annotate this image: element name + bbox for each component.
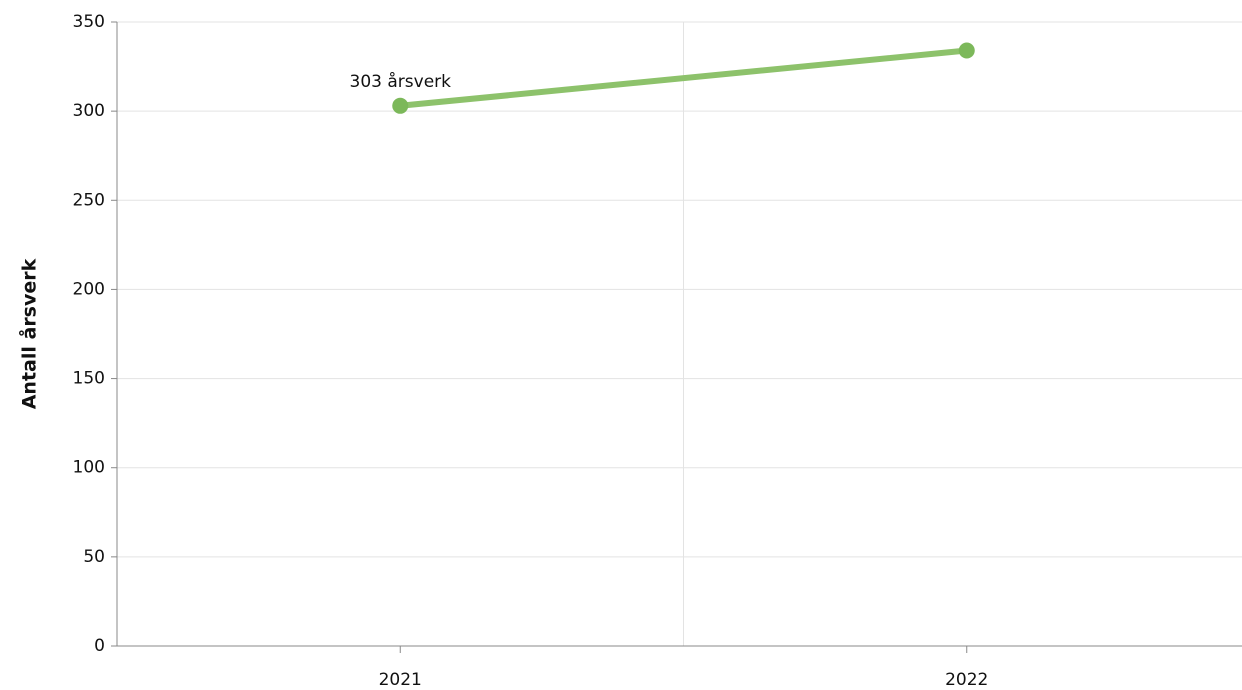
y-tick-label: 0 bbox=[94, 636, 105, 656]
y-axis-label: Antall årsverk bbox=[17, 258, 41, 409]
y-tick-label: 50 bbox=[83, 547, 105, 567]
data-label: 303 årsverk bbox=[350, 71, 452, 92]
y-tick-label: 250 bbox=[73, 190, 105, 210]
y-tick-label: 350 bbox=[73, 12, 105, 32]
y-tick-label: 200 bbox=[73, 279, 105, 299]
point bbox=[392, 97, 409, 114]
y-tick-label: 100 bbox=[73, 458, 105, 478]
y-tick-label: 150 bbox=[73, 369, 105, 389]
line bbox=[397, 47, 970, 109]
y-tick-label: 300 bbox=[73, 101, 105, 121]
x-tick-label: 2021 bbox=[379, 670, 422, 690]
x-tick-label: 2022 bbox=[945, 670, 988, 690]
point bbox=[958, 42, 975, 59]
